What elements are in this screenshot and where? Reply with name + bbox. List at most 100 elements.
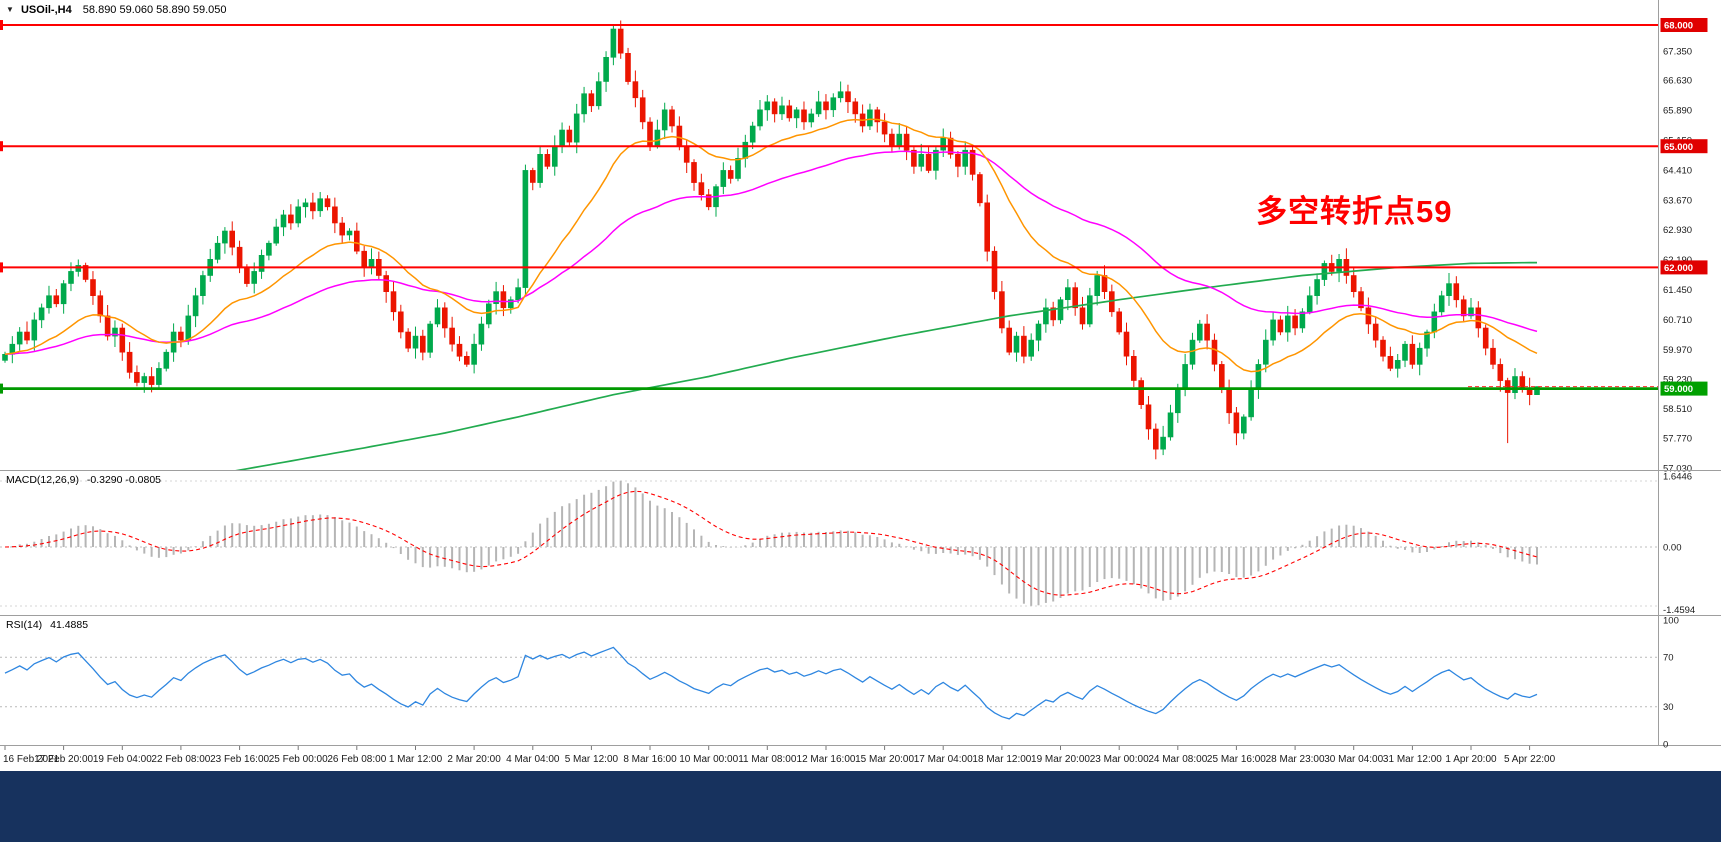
candle [353, 230, 360, 252]
price-axis-label: 58.510 [1663, 404, 1692, 415]
rsi-axis-label: 0 [1663, 739, 1668, 750]
candle [75, 265, 82, 272]
candle [478, 323, 485, 345]
chart-annotation[interactable]: 多空转折点59 [1256, 194, 1453, 229]
candle [639, 97, 646, 123]
candle [933, 149, 939, 171]
candle [1263, 339, 1269, 365]
candle [735, 158, 741, 179]
rsi-axis[interactable]: 100 70 30 0 [1663, 615, 1679, 750]
time-axis-label: 25 Mar 16:00 [1207, 754, 1266, 765]
candle [500, 291, 507, 309]
time-axis-label: 1 Apr 20:00 [1445, 754, 1497, 765]
price-level-badge-text: 68.000 [1664, 21, 1693, 32]
candle [595, 81, 602, 107]
candle [1138, 380, 1144, 406]
candle [1160, 436, 1166, 450]
candle [977, 174, 983, 204]
candle [163, 351, 170, 369]
price-axis-label: 57.030 [1663, 464, 1692, 475]
rsi-indicator-label: RSI(14) 41.4885 [6, 619, 88, 631]
price-axis-label: 66.630 [1663, 76, 1692, 87]
candle [368, 258, 375, 268]
candle [617, 28, 624, 54]
candle [251, 271, 257, 284]
candle [1101, 275, 1108, 293]
candle [1402, 343, 1408, 361]
time-axis-label: 26 Feb 08:00 [327, 754, 386, 765]
candle [1424, 331, 1430, 349]
price-level-badge [1660, 18, 1708, 32]
candle [625, 52, 631, 82]
macd-axis[interactable]: 1.6446 0.00 -1.4594 [1663, 471, 1695, 615]
rsi-name: RSI(14) [6, 619, 43, 631]
candle [559, 129, 565, 147]
candle [955, 154, 961, 167]
candle [764, 101, 771, 111]
candle [984, 202, 991, 252]
time-axis-label: 25 Feb 00:00 [269, 754, 328, 765]
candle [529, 170, 536, 183]
time-axis-label: 24 Mar 08:00 [1148, 754, 1207, 765]
candle [236, 246, 243, 268]
candle [427, 323, 433, 353]
candle [683, 145, 690, 163]
candle [705, 194, 712, 208]
candle [815, 101, 822, 115]
candle [566, 129, 573, 143]
candle [390, 291, 397, 313]
time-axis-label: 19 Feb 04:00 [93, 754, 152, 765]
candle [830, 97, 837, 111]
price-axis-label: 59.970 [1663, 345, 1692, 356]
time-axis-label: 17 Mar 04:00 [914, 754, 973, 765]
candle [1028, 339, 1034, 357]
candle [178, 331, 184, 341]
candle [456, 343, 463, 357]
candle [771, 101, 778, 115]
candle [999, 291, 1005, 329]
time-axis-label: 30 Mar 04:00 [1324, 754, 1383, 765]
candle [2, 353, 8, 361]
candle [779, 105, 785, 115]
candle [463, 355, 470, 365]
macd-panel [0, 480, 1658, 607]
candle [112, 327, 118, 337]
time-axis-label: 8 Mar 16:00 [623, 754, 677, 765]
candle [31, 319, 38, 341]
price-axis-label: 60.710 [1663, 315, 1692, 326]
candle [485, 303, 492, 325]
candle [1167, 412, 1174, 438]
time-axis-label: 16 Feb 2021 [3, 754, 60, 765]
time-axis-label: 28 Mar 23:00 [1266, 754, 1325, 765]
candle [1453, 283, 1460, 301]
candle [1438, 295, 1445, 313]
candle [1226, 388, 1232, 414]
dropdown-triangle-icon[interactable]: ▼ [6, 5, 14, 14]
candle [134, 372, 140, 383]
candle [1350, 275, 1357, 293]
candle [1153, 428, 1159, 450]
candle [522, 170, 529, 288]
price-level-badge [1660, 381, 1708, 396]
candle [669, 109, 675, 127]
candle [1409, 343, 1416, 365]
candle [918, 154, 925, 167]
candle [903, 133, 910, 151]
time-axis-label: 2 Mar 20:00 [447, 754, 501, 765]
macd-indicator-label: MACD(12,26,9) -0.3290 -0.0805 [6, 474, 161, 486]
candle [1306, 295, 1313, 313]
candle [339, 222, 346, 236]
macd-axis-label: -1.4594 [1663, 605, 1695, 616]
time-axis-label: 19 Mar 20:00 [1031, 754, 1090, 765]
candle [603, 56, 609, 82]
macd-axis-label: 1.6446 [1663, 471, 1692, 482]
candle [544, 154, 551, 167]
candle [1497, 364, 1504, 381]
price-axis[interactable]: 67.35066.63065.89065.15064.41063.67062.9… [1660, 18, 1708, 475]
time-axis-label: 10 Mar 00:00 [679, 754, 738, 765]
candle [1475, 307, 1482, 329]
candle [471, 343, 477, 365]
candle [214, 242, 221, 260]
